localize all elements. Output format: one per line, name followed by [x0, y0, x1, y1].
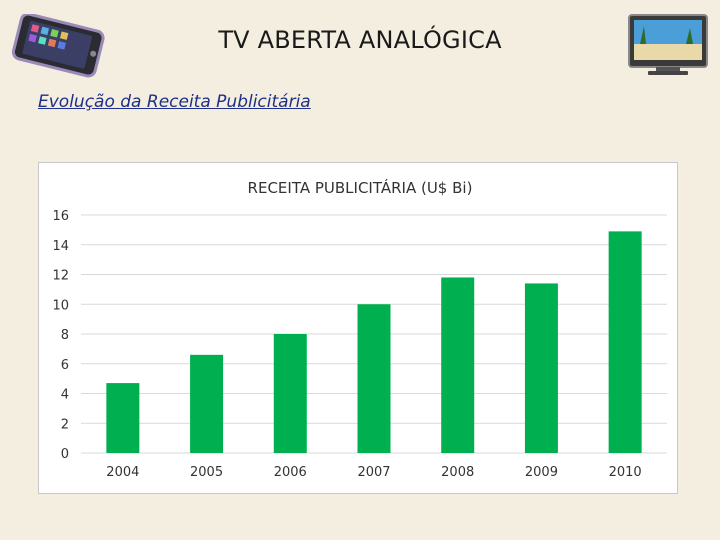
- chart-frame: RECEITA PUBLICITÁRIA (U$ Bi) 0 2 4 6 8 10 12 14…: [38, 162, 678, 494]
- television-icon: [628, 14, 708, 75]
- bar-2010: [608, 231, 642, 453]
- x-tick-label: 2005: [190, 465, 223, 480]
- revenue-bar-chart: RECEITA PUBLICITÁRIA (U$ Bi) 0 2 4 6 8 10 12 14…: [52, 178, 667, 480]
- smartphone-icon: [11, 14, 105, 78]
- x-tick-label: 2009: [525, 465, 558, 480]
- y-tick-label: 4: [61, 388, 69, 403]
- x-tick-label: 2007: [357, 465, 390, 480]
- chart-title: RECEITA PUBLICITÁRIA (U$ Bi): [248, 178, 473, 197]
- x-tick-label: 2010: [609, 465, 642, 480]
- bar-2004: [106, 383, 140, 453]
- bar-2009: [524, 283, 558, 453]
- x-tick-label: 2008: [441, 465, 474, 480]
- y-tick-label: 8: [61, 328, 69, 343]
- bar-2006: [273, 334, 307, 453]
- y-tick-label: 12: [52, 269, 69, 284]
- y-tick-label: 14: [52, 239, 69, 254]
- bar-2005: [190, 354, 224, 453]
- x-tick-label: 2006: [274, 465, 307, 480]
- subtitle: Evolução da Receita Publicitária: [38, 92, 311, 112]
- y-tick-label: 2: [61, 417, 69, 432]
- y-tick-label: 6: [61, 358, 69, 373]
- bar-2007: [357, 304, 391, 453]
- y-tick-label: 0: [61, 447, 69, 462]
- slide-title: TV ABERTA ANALÓGICA: [218, 26, 502, 54]
- y-tick-label: 10: [52, 298, 69, 313]
- x-tick-label: 2004: [106, 465, 139, 480]
- y-tick-label: 16: [52, 209, 69, 224]
- bar-2008: [441, 277, 475, 453]
